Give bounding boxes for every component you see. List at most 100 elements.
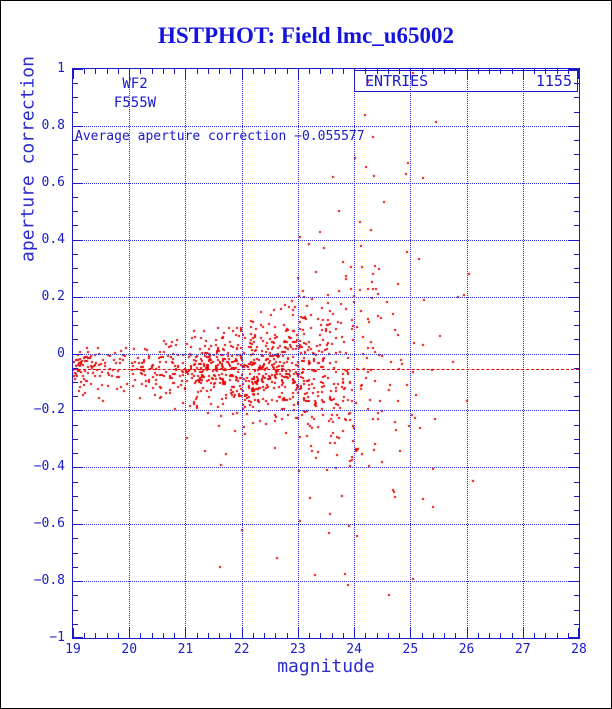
y-major-tick: [73, 182, 83, 184]
y-tick-label: 0.2: [41, 288, 65, 304]
y-minor-tick: [73, 282, 78, 284]
x-minor-tick: [399, 633, 401, 638]
y-tick-label: −0.6: [33, 516, 65, 532]
x-minor-tick: [556, 633, 558, 638]
x-minor-tick: [534, 69, 536, 74]
x-major-tick: [73, 69, 74, 79]
x-major-tick: [129, 628, 131, 638]
x-minor-tick: [511, 69, 513, 74]
x-major-tick: [185, 628, 187, 638]
y-minor-tick: [574, 438, 579, 440]
y-major-tick: [569, 410, 579, 412]
x-minor-tick: [421, 633, 423, 638]
y-tick-label: −0.4: [33, 459, 65, 475]
y-minor-tick: [574, 481, 579, 483]
x-tick-label: 27: [514, 642, 531, 657]
x-minor-tick: [207, 633, 209, 638]
y-minor-tick: [574, 609, 579, 611]
gridline-horizontal: [73, 353, 579, 355]
x-minor-tick: [477, 633, 479, 638]
y-minor-tick: [73, 453, 78, 455]
y-tick-label: 0.8: [41, 117, 65, 133]
plot-area: ENTRIES 1155 WF2 F555W Average aperture …: [72, 68, 580, 639]
y-minor-tick: [574, 367, 579, 369]
y-minor-tick: [574, 396, 579, 398]
x-tick-label: 22: [233, 642, 250, 657]
y-minor-tick: [73, 538, 78, 540]
y-minor-tick: [73, 225, 78, 227]
y-major-tick: [569, 125, 579, 127]
y-minor-tick: [73, 396, 78, 398]
x-minor-tick: [162, 633, 164, 638]
y-minor-tick: [574, 140, 579, 142]
x-major-tick: [522, 69, 524, 79]
x-minor-tick: [320, 69, 322, 74]
x-major-tick: [466, 628, 468, 638]
x-minor-tick: [320, 633, 322, 638]
y-major-tick: [73, 467, 83, 469]
entries-value: 1155: [535, 72, 572, 90]
x-minor-tick: [140, 633, 142, 638]
y-tick-label: 0: [57, 345, 65, 361]
y-minor-tick: [73, 211, 78, 213]
x-minor-tick: [275, 69, 277, 74]
x-tick-label: 28: [571, 642, 587, 657]
x-minor-tick: [286, 69, 288, 74]
y-minor-tick: [574, 282, 579, 284]
x-minor-tick: [162, 69, 164, 74]
x-minor-tick: [151, 633, 153, 638]
x-minor-tick: [376, 633, 378, 638]
x-minor-tick: [432, 69, 434, 74]
y-major-tick: [569, 637, 579, 638]
y-minor-tick: [574, 253, 579, 255]
x-minor-tick: [387, 69, 389, 74]
y-minor-tick: [73, 609, 78, 611]
x-minor-tick: [275, 633, 277, 638]
y-tick-label: −1: [49, 630, 65, 645]
x-minor-tick: [489, 633, 491, 638]
y-tick-label: 0.4: [41, 231, 65, 247]
x-minor-tick: [174, 633, 176, 638]
y-major-tick: [569, 69, 579, 70]
y-minor-tick: [73, 253, 78, 255]
y-minor-tick: [73, 111, 78, 113]
x-tick-label: 24: [346, 642, 362, 657]
x-minor-tick: [196, 69, 198, 74]
x-minor-tick: [264, 633, 266, 638]
x-minor-tick: [196, 633, 198, 638]
y-tick-label: −0.8: [33, 573, 65, 589]
y-minor-tick: [574, 538, 579, 540]
y-minor-tick: [574, 339, 579, 341]
gridline-horizontal: [73, 239, 579, 241]
x-major-tick: [410, 628, 412, 638]
y-minor-tick: [73, 197, 78, 199]
x-minor-tick: [207, 69, 209, 74]
x-minor-tick: [117, 633, 119, 638]
x-major-tick: [297, 628, 299, 638]
x-minor-tick: [342, 633, 344, 638]
x-major-tick: [241, 628, 243, 638]
y-minor-tick: [73, 97, 78, 99]
y-minor-tick: [574, 566, 579, 568]
x-minor-tick: [545, 633, 547, 638]
y-minor-tick: [73, 325, 78, 327]
y-tick-label: 0.6: [41, 174, 65, 190]
y-minor-tick: [73, 424, 78, 426]
y-minor-tick: [574, 424, 579, 426]
y-minor-tick: [574, 83, 579, 85]
filter-label: F555W: [113, 95, 157, 111]
x-major-tick: [354, 69, 356, 79]
y-minor-tick: [574, 381, 579, 383]
x-minor-tick: [174, 69, 176, 74]
x-minor-tick: [117, 69, 119, 74]
y-minor-tick: [73, 509, 78, 511]
y-major-tick: [73, 410, 83, 412]
x-minor-tick: [140, 69, 142, 74]
x-minor-tick: [252, 633, 254, 638]
x-minor-tick: [444, 69, 446, 74]
x-minor-tick: [106, 633, 108, 638]
x-minor-tick: [309, 633, 311, 638]
page-title: HSTPHOT: Field lmc_u65002: [157, 23, 455, 48]
x-minor-tick: [95, 69, 97, 74]
x-major-tick: [578, 628, 579, 638]
